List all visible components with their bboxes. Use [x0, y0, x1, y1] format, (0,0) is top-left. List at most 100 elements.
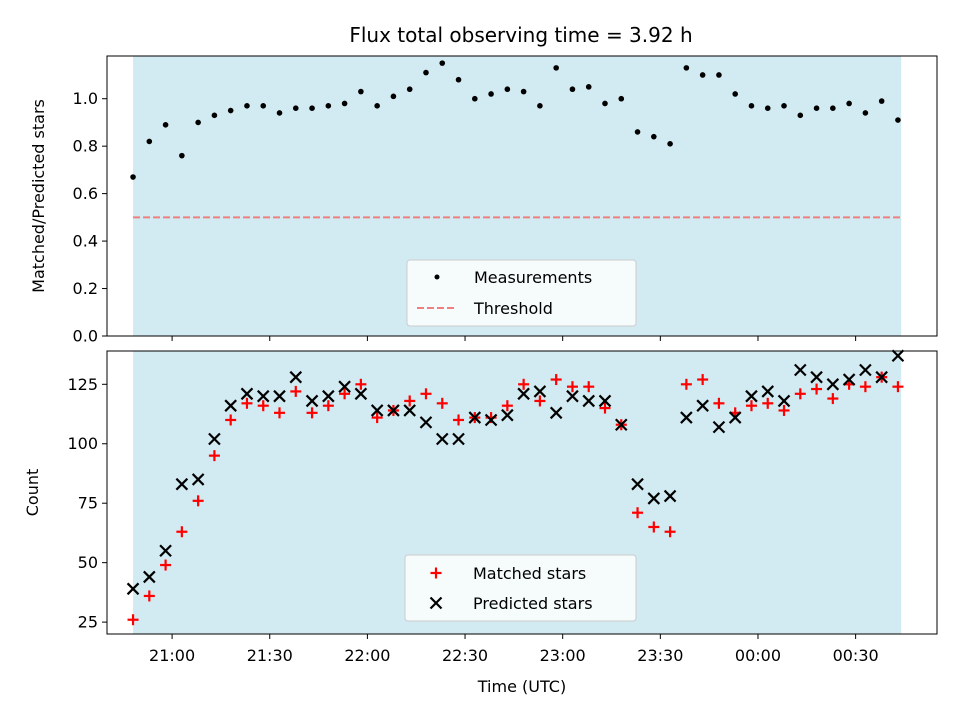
legend-measurements-marker — [434, 274, 440, 280]
matched-star-point — [371, 412, 383, 424]
measurement-point — [553, 65, 559, 71]
measurement-point — [846, 100, 852, 107]
y-tick-label: 100 — [67, 434, 98, 453]
measurement-point — [618, 95, 625, 102]
predicted-star-point — [484, 413, 498, 427]
measurement-point — [472, 95, 478, 102]
matched-star-point — [192, 495, 204, 507]
measurement-point — [699, 72, 706, 78]
matched-star-point — [420, 388, 432, 400]
matched-star-point — [648, 521, 660, 533]
matched-star-point — [208, 450, 220, 462]
x-tick-label: 23:00 — [540, 646, 586, 665]
matched-star-point — [127, 614, 139, 626]
predicted-star-point — [175, 477, 189, 491]
matched-star-point — [778, 404, 790, 416]
chart-title: Flux total observing time = 3.92 h — [349, 23, 692, 47]
measurement-point — [830, 105, 836, 112]
predicted-star-point — [224, 399, 237, 412]
measurement-point — [732, 91, 738, 97]
measurement-point — [244, 103, 250, 109]
measurement-point — [358, 88, 364, 95]
matched-star-point — [859, 381, 871, 393]
top-legend: Measurements Threshold — [406, 259, 637, 327]
bottom-y-axis-label: Count — [23, 469, 42, 517]
top-axes-frame — [106, 55, 938, 337]
matched-star-point — [566, 381, 578, 393]
predicted-star-point — [452, 432, 465, 446]
predicted-star-point — [387, 404, 400, 417]
matched-star-point — [436, 397, 448, 409]
legend-threshold-label: Threshold — [473, 299, 553, 318]
predicted-star-point — [777, 394, 791, 408]
measurement-point — [569, 86, 576, 93]
measurement-point — [179, 152, 185, 159]
measurement-point — [374, 103, 380, 109]
measurement-points — [130, 60, 901, 180]
predicted-star-point — [191, 473, 205, 486]
measurement-point — [651, 133, 657, 140]
predicted-star-point — [419, 416, 433, 429]
predicted-star-point — [468, 411, 482, 424]
count-panel: 25 50 75 100 125 21:00 21:30 22:00 22:30 23:00 23… — [23, 349, 938, 696]
predicted-star-point — [208, 432, 221, 446]
y-tick-label: 25 — [78, 613, 98, 632]
matched-star-point — [762, 397, 774, 409]
predicted-star-point — [403, 404, 416, 417]
predicted-star-point — [289, 370, 303, 384]
predicted-star-point — [598, 394, 612, 408]
measurement-point — [309, 105, 315, 112]
measurement-point — [797, 112, 804, 119]
matched-star-point — [241, 397, 253, 409]
predicted-star-point — [696, 399, 709, 412]
x-tick-label: 21:30 — [247, 646, 293, 665]
measurement-point — [195, 119, 201, 126]
matched-star-point — [355, 378, 367, 390]
measurement-point — [260, 103, 267, 109]
matched-star-point — [501, 400, 513, 412]
matched-star-point — [794, 388, 806, 400]
x-tick-label: 00:30 — [833, 646, 879, 665]
predicted-star-point — [517, 387, 530, 401]
predicted-star-point — [338, 380, 351, 393]
measurement-point — [716, 72, 722, 78]
measurement-point — [585, 84, 592, 90]
y-tick-label: 0.6 — [73, 184, 98, 203]
predicted-star-points — [126, 349, 905, 596]
legend-measurements-label: Measurements — [474, 268, 592, 287]
predicted-star-point — [842, 373, 856, 386]
predicted-star-point — [712, 420, 726, 434]
predicted-star-point — [647, 492, 661, 505]
measurement-point — [878, 98, 885, 104]
matched-star-point — [143, 590, 155, 602]
y-tick-label: 0.0 — [73, 327, 98, 346]
predicted-star-point — [663, 489, 677, 503]
bottom-legend-box — [404, 554, 637, 622]
measurement-point — [520, 88, 527, 95]
predicted-star-point — [143, 570, 156, 584]
measurement-point — [895, 117, 901, 123]
matched-star-point — [680, 378, 692, 390]
y-tick-label: 1.0 — [73, 89, 98, 108]
measurement-point — [211, 112, 218, 119]
measurement-point — [634, 129, 641, 135]
matched-star-point — [892, 381, 904, 393]
y-tick-label: 0.4 — [73, 232, 98, 251]
measurement-point — [781, 103, 787, 109]
predicted-star-point — [322, 389, 335, 403]
predicted-star-point — [533, 385, 547, 398]
predicted-star-point — [745, 389, 758, 403]
y-tick-label: 0.2 — [73, 279, 98, 298]
y-tick-label: 75 — [78, 494, 98, 513]
matched-star-point — [534, 395, 546, 407]
measurement-point — [455, 76, 462, 83]
measurement-point — [537, 103, 543, 109]
x-tick-label: 21:00 — [149, 646, 195, 665]
predicted-star-point — [728, 411, 742, 424]
x-tick-label: 22:30 — [442, 646, 488, 665]
predicted-star-point — [566, 389, 579, 403]
top-legend-box — [406, 259, 637, 327]
legend-matched-label: Matched stars — [473, 564, 586, 583]
predicted-star-point — [859, 363, 872, 377]
measurement-point — [423, 69, 429, 76]
